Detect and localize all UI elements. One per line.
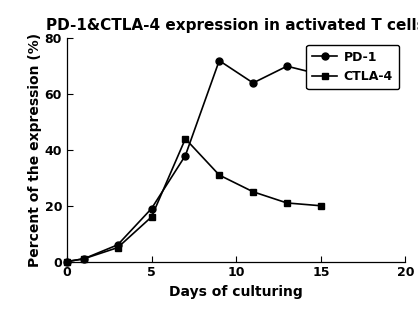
CTLA-4 bbox=[318, 204, 323, 208]
CTLA-4 bbox=[250, 190, 255, 194]
PD-1 bbox=[318, 73, 323, 77]
PD-1 bbox=[183, 153, 188, 157]
PD-1 bbox=[64, 260, 69, 263]
Legend: PD-1, CTLA-4: PD-1, CTLA-4 bbox=[306, 45, 399, 89]
Title: PD-1&CTLA-4 expression in activated T cells: PD-1&CTLA-4 expression in activated T ce… bbox=[46, 18, 418, 33]
Y-axis label: Percent of the expression (%): Percent of the expression (%) bbox=[28, 33, 42, 267]
CTLA-4 bbox=[81, 257, 86, 261]
CTLA-4 bbox=[64, 260, 69, 263]
PD-1 bbox=[149, 207, 154, 211]
Line: PD-1: PD-1 bbox=[64, 57, 324, 265]
X-axis label: Days of culturing: Days of culturing bbox=[169, 285, 303, 299]
CTLA-4 bbox=[149, 215, 154, 219]
PD-1 bbox=[217, 59, 222, 63]
PD-1 bbox=[284, 64, 289, 68]
CTLA-4 bbox=[284, 201, 289, 205]
Line: CTLA-4: CTLA-4 bbox=[64, 135, 324, 265]
PD-1 bbox=[250, 81, 255, 85]
PD-1 bbox=[81, 257, 86, 261]
CTLA-4 bbox=[115, 246, 120, 249]
CTLA-4 bbox=[183, 137, 188, 141]
PD-1 bbox=[115, 243, 120, 247]
CTLA-4 bbox=[217, 173, 222, 177]
